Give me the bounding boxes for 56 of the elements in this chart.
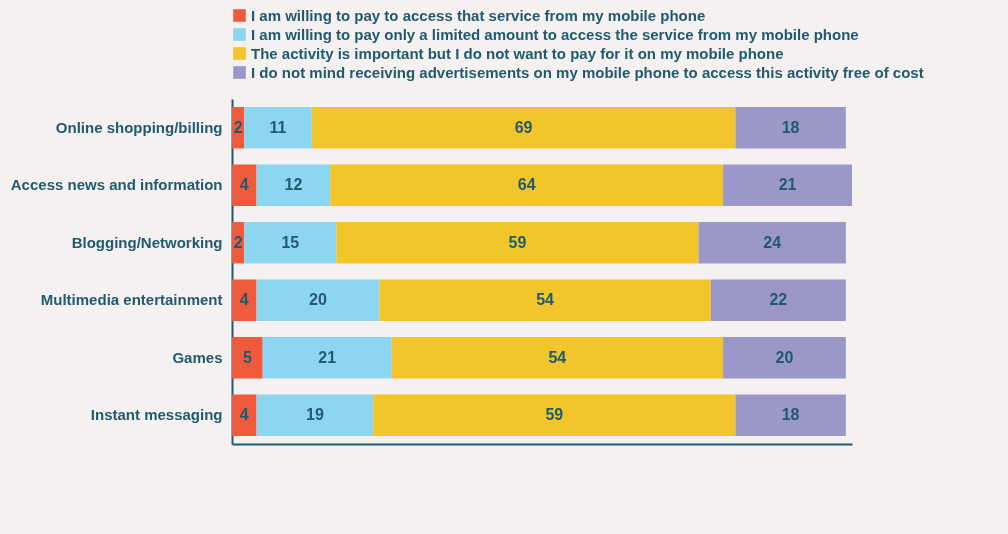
bar — [311, 107, 736, 149]
data-label: 22 — [769, 291, 788, 309]
bar — [330, 164, 724, 206]
y-tick-label: Games — [172, 348, 223, 366]
legend-label: I am willing to pay to access that service from my mobile phone — [251, 6, 706, 24]
bar — [723, 337, 846, 379]
bar — [723, 164, 852, 206]
y-tick-label: Blogging/Networking — [71, 233, 223, 251]
data-label: 24 — [763, 233, 782, 251]
data-label: 64 — [517, 176, 536, 194]
data-label: 20 — [775, 348, 794, 366]
data-label: 5 — [242, 348, 252, 366]
bar — [244, 222, 337, 264]
bar — [262, 337, 392, 379]
y-tick-label: Multimedia entertainment — [40, 291, 223, 309]
data-label: 4 — [239, 176, 249, 194]
bar — [710, 279, 846, 321]
bar — [391, 337, 724, 379]
data-label: 54 — [536, 291, 555, 309]
data-label: 54 — [548, 348, 567, 366]
y-tick-label: Instant messaging — [90, 406, 223, 424]
data-label: 12 — [284, 176, 303, 194]
data-label: 18 — [781, 118, 800, 136]
bar — [232, 279, 257, 321]
data-label: 4 — [239, 291, 249, 309]
bar — [256, 279, 380, 321]
bar — [232, 337, 263, 379]
bar — [735, 394, 846, 436]
legend-label: I do not mind receiving advertisements on my mobile phone to access this activity free of cost — [251, 63, 924, 81]
data-label: 69 — [514, 118, 533, 136]
bar — [244, 107, 312, 149]
data-label: 59 — [508, 233, 527, 251]
data-label: 15 — [281, 233, 300, 251]
data-label: 2 — [233, 118, 243, 136]
bar — [373, 394, 736, 436]
legend-label: The activity is important but I do not want to pay for it on my mobile phone — [251, 44, 784, 62]
bar — [735, 107, 846, 149]
bar — [256, 394, 374, 436]
data-label: 4 — [239, 406, 249, 424]
data-label: 11 — [269, 118, 287, 136]
data-label: 20 — [309, 291, 327, 309]
data-label: 19 — [305, 406, 324, 424]
data-label: 59 — [545, 406, 564, 424]
y-tick-label: Online shopping/billing — [55, 118, 223, 136]
bar — [379, 279, 711, 321]
data-label: 18 — [781, 406, 800, 424]
data-label: 21 — [778, 176, 797, 194]
bar — [256, 164, 331, 206]
bar — [336, 222, 699, 264]
y-tick-label: Access news and information — [10, 176, 223, 194]
data-label: 21 — [318, 348, 337, 366]
bar — [232, 394, 257, 436]
data-label: 2 — [233, 233, 243, 251]
bar — [698, 222, 846, 264]
bar — [232, 164, 257, 206]
legend-label: I am willing to pay only a limited amount to access the service from my mobile phone — [251, 25, 859, 43]
